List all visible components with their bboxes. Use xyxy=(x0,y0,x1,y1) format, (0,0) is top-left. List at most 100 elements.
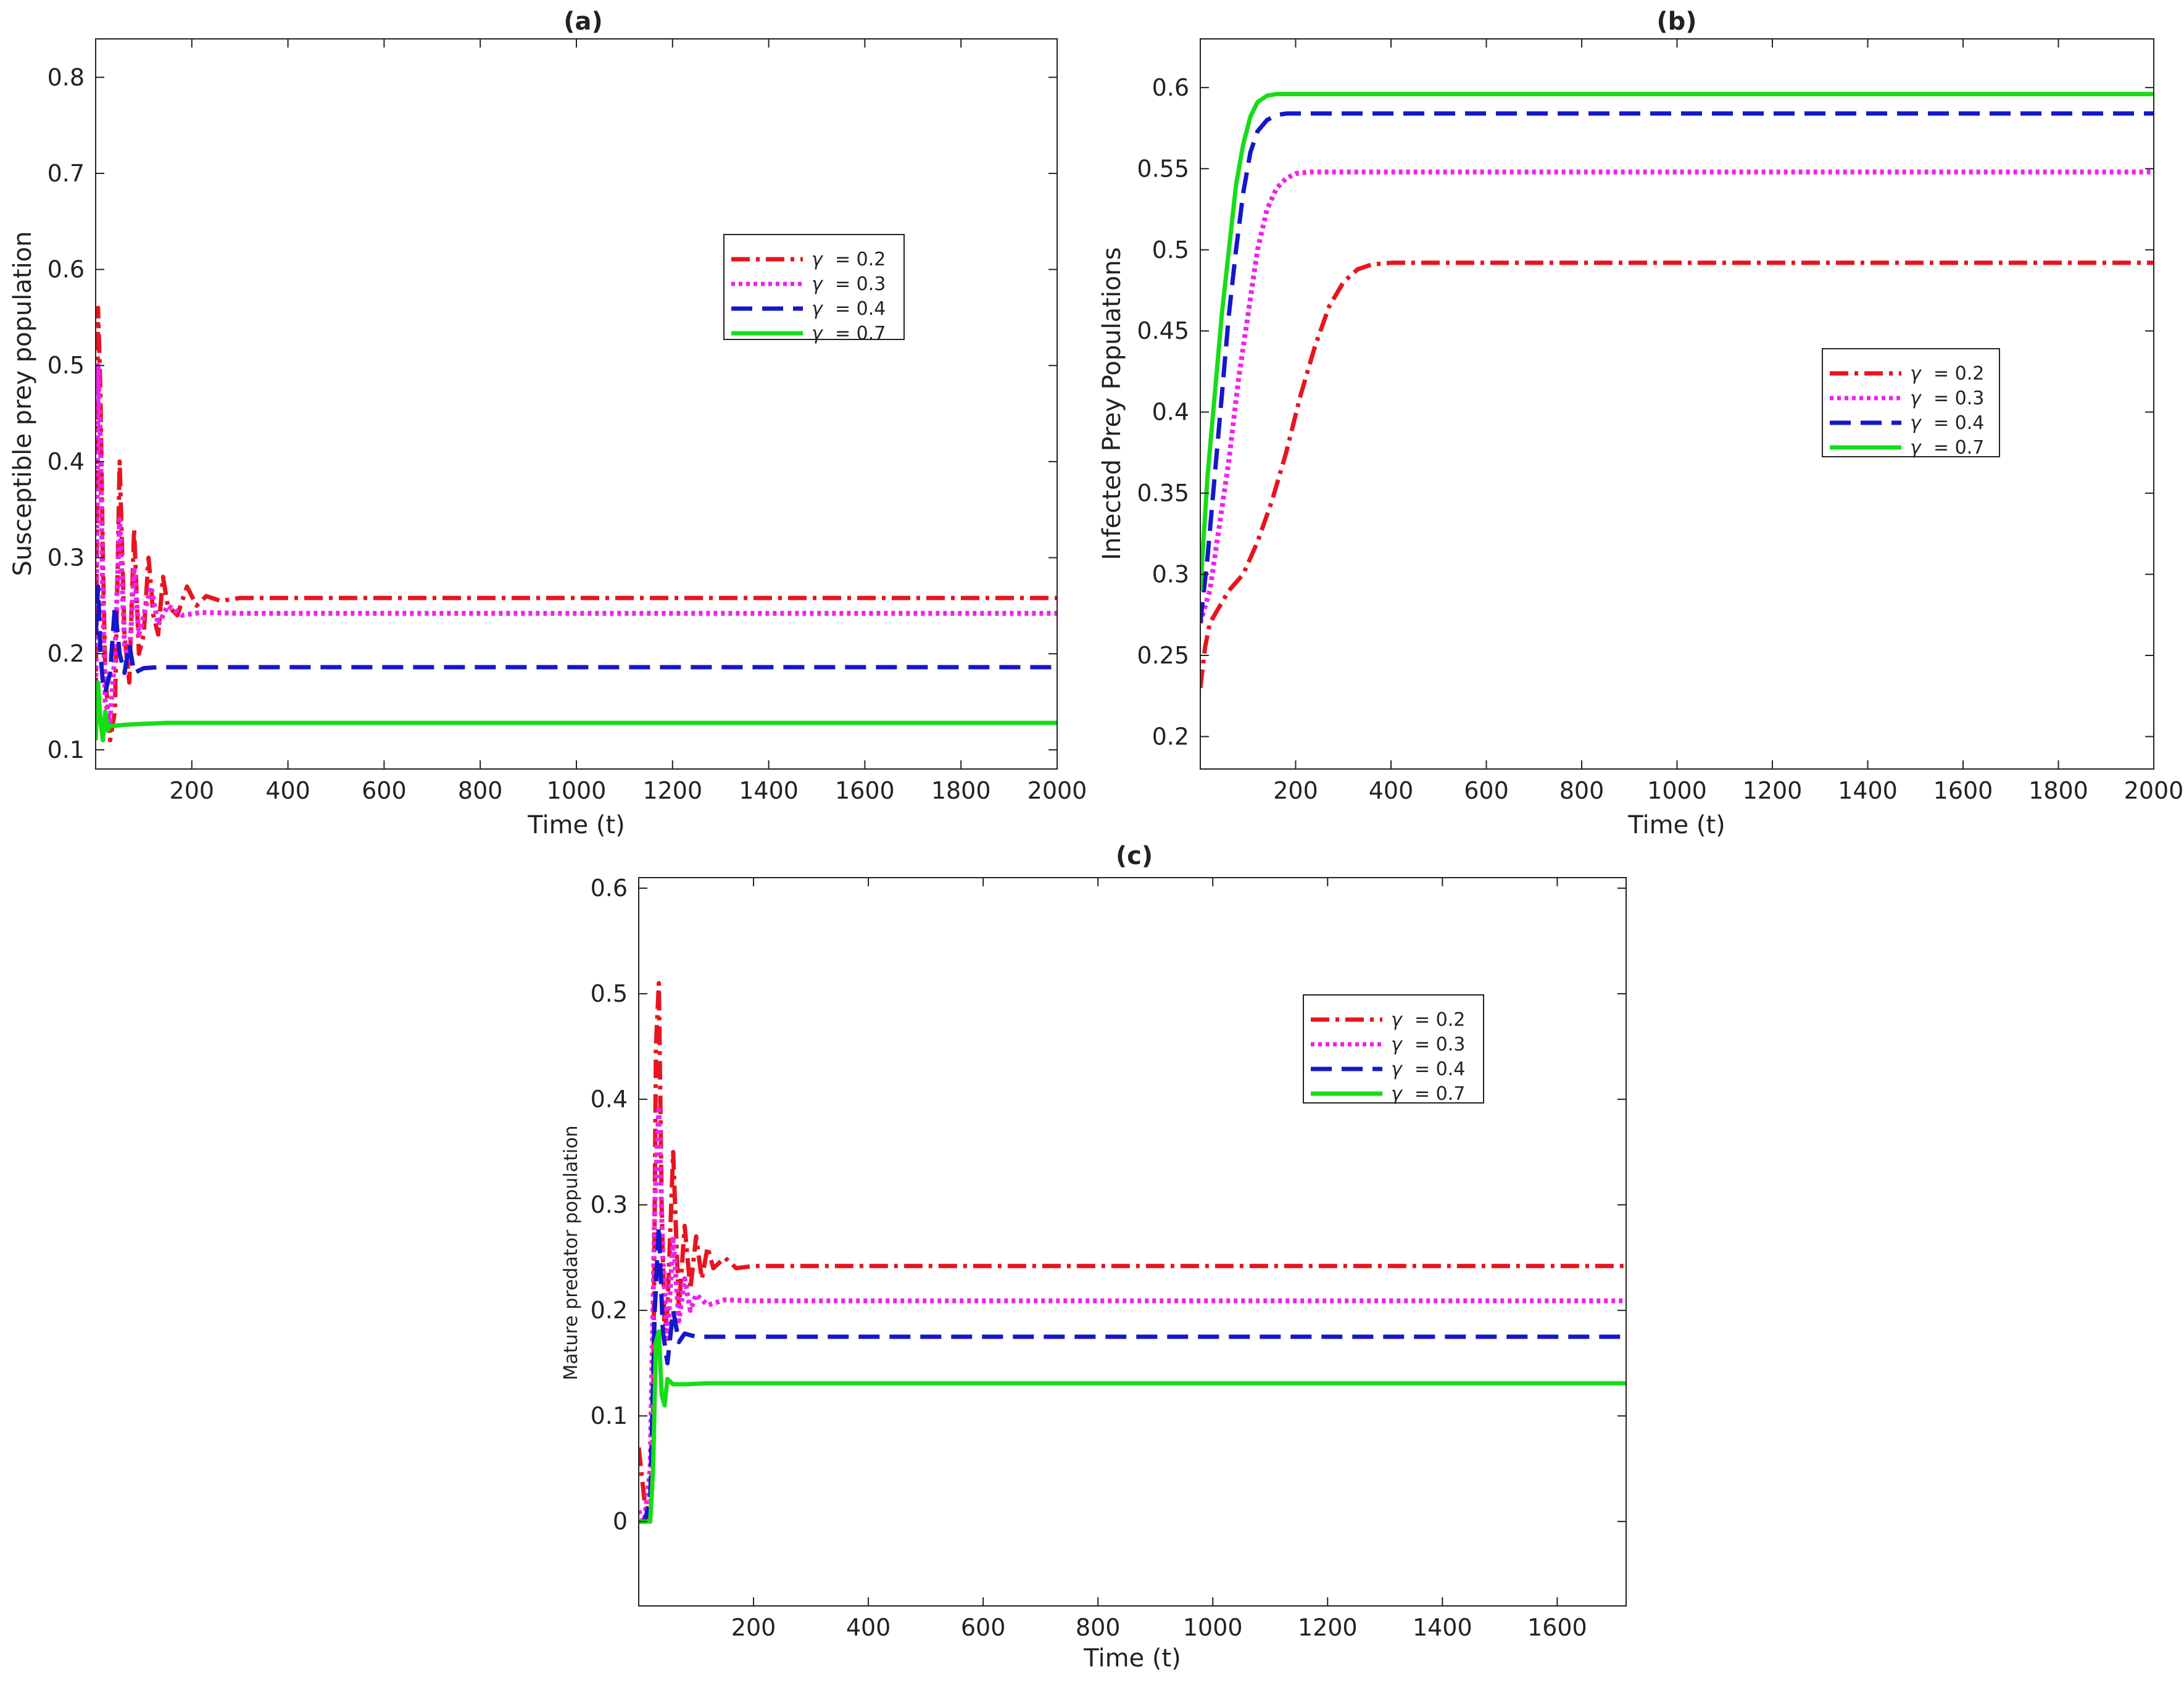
x-tick-label: 1400 xyxy=(1838,777,1898,804)
y-tick-label: 0.2 xyxy=(591,1297,628,1324)
legend-symbol: γ xyxy=(1910,412,1922,434)
x-tick-label: 1200 xyxy=(642,777,702,804)
panel-b-ylabel: Infected Prey Populations xyxy=(1098,247,1126,560)
panel-b-xlabel: Time (t) xyxy=(1627,811,1725,839)
y-tick-label: 0.3 xyxy=(48,544,85,572)
series-line-dashed xyxy=(639,1223,1626,1524)
panel-a-ylabel: Susceptible prey population xyxy=(9,231,37,576)
panel-c-plot-area xyxy=(638,877,1627,1607)
x-tick-label: 1200 xyxy=(1298,1614,1358,1641)
legend-label: = 0.2 xyxy=(1414,1009,1465,1031)
panel-a-xlabel: Time (t) xyxy=(527,811,625,839)
x-tick-label: 1800 xyxy=(2028,777,2088,804)
legend-box xyxy=(1303,994,1484,1104)
y-tick-label: 0.35 xyxy=(1137,480,1189,507)
y-tick-label: 0.4 xyxy=(48,448,85,475)
series-line-solid xyxy=(639,1329,1626,1524)
x-tick-label: 200 xyxy=(1273,777,1318,804)
y-tick-label: 0.4 xyxy=(1152,399,1189,426)
y-tick-label: 0.5 xyxy=(48,352,85,379)
legend-box xyxy=(723,234,905,340)
y-tick-label: 0.3 xyxy=(591,1191,628,1218)
y-tick-label: 0.3 xyxy=(1152,561,1189,588)
series-line-dashdot xyxy=(1201,260,2153,689)
y-tick-label: 0.1 xyxy=(48,736,85,763)
x-tick-label: 1200 xyxy=(1743,777,1803,804)
legend-box xyxy=(1822,348,2000,457)
legend-symbol: γ xyxy=(812,249,824,270)
x-tick-label: 600 xyxy=(362,777,407,804)
x-tick-label: 800 xyxy=(458,777,503,804)
legend-label: = 0.7 xyxy=(835,323,886,344)
panel-b-legend: γ = 0.2 γ = 0.3 γ = 0.4 γ = 0.7 xyxy=(1822,348,2000,459)
x-tick-label: 1400 xyxy=(739,777,799,804)
y-tick-label: 0.25 xyxy=(1137,642,1189,669)
legend-symbol: γ xyxy=(812,323,824,344)
series-line-dotted xyxy=(639,1107,1626,1524)
y-tick-label: 0.6 xyxy=(48,256,85,283)
legend-label: = 0.7 xyxy=(1933,437,1984,459)
x-tick-label: 1600 xyxy=(835,777,895,804)
legend-label: = 0.3 xyxy=(1933,388,1984,409)
x-tick-label: 1000 xyxy=(1183,1614,1243,1641)
panel-c-ylabel: Mature predator population xyxy=(560,1126,582,1381)
x-tick-label: 1000 xyxy=(547,777,607,804)
legend-symbol: γ xyxy=(1910,363,1922,385)
panel-c-legend: γ = 0.2 γ = 0.3 γ = 0.4 γ = 0.7 xyxy=(1303,994,1484,1105)
x-tick-label: 1000 xyxy=(1647,777,1707,804)
series-line-dotted xyxy=(96,363,1057,724)
y-tick-label: 0 xyxy=(613,1508,628,1535)
panel-a-legend: γ = 0.2 γ = 0.3 γ = 0.4 γ = 0.7 xyxy=(723,234,905,344)
x-tick-label: 400 xyxy=(1369,777,1414,804)
x-tick-label: 1600 xyxy=(1933,777,1993,804)
x-tick-label: 1800 xyxy=(931,777,991,804)
legend-label: = 0.4 xyxy=(1414,1058,1465,1080)
legend-symbol: γ xyxy=(1391,1058,1403,1080)
y-tick-label: 0.4 xyxy=(591,1086,628,1113)
legend-symbol: γ xyxy=(1391,1009,1403,1031)
legend-label: = 0.4 xyxy=(835,298,886,320)
x-tick-label: 1400 xyxy=(1413,1614,1472,1641)
legend-symbol: γ xyxy=(1910,437,1922,459)
x-tick-label: 800 xyxy=(1076,1614,1121,1641)
x-tick-label: 400 xyxy=(846,1614,891,1641)
legend-label: = 0.3 xyxy=(835,273,886,295)
series-line-dashed xyxy=(1201,111,2153,623)
series-line-solid xyxy=(1201,91,2153,591)
panel-c-mature-predator: (c) 200 400 600 800 1000 1200 1400 1600 0 0.1 0.2 0… xyxy=(560,842,1627,1673)
legend-label: = 0.2 xyxy=(1933,363,1984,385)
panel-a-susceptible-prey: (a) 200 400 600 800 1000 1200 1400 1600 1800 2000… xyxy=(9,7,1087,839)
y-tick-label: 0.2 xyxy=(1152,723,1189,750)
y-tick-label: 0.6 xyxy=(1152,74,1189,101)
panel-b-plot-area xyxy=(1200,38,2154,770)
x-tick-label: 200 xyxy=(170,777,215,804)
x-tick-label: 200 xyxy=(731,1614,776,1641)
panel-a-plot-area xyxy=(95,38,1058,770)
y-tick-label: 0.6 xyxy=(591,875,628,902)
y-tick-label: 0.2 xyxy=(48,640,85,667)
y-tick-label: 0.5 xyxy=(1152,236,1189,264)
legend-label: = 0.3 xyxy=(1414,1034,1465,1055)
legend-symbol: γ xyxy=(1391,1034,1403,1055)
series-line-solid xyxy=(96,680,1057,742)
x-tick-label: 600 xyxy=(1464,777,1509,804)
y-tick-label: 0.7 xyxy=(48,160,85,187)
y-tick-label: 0.1 xyxy=(591,1402,628,1429)
x-tick-label: 2000 xyxy=(2124,777,2184,804)
x-tick-label: 400 xyxy=(265,777,310,804)
panel-c-xlabel: Time (t) xyxy=(1083,1644,1181,1673)
legend-symbol: γ xyxy=(1391,1083,1403,1105)
legend-label: = 0.4 xyxy=(1933,412,1984,434)
panel-a-title: (a) xyxy=(563,7,603,36)
legend-symbol: γ xyxy=(812,298,824,320)
legend-symbol: γ xyxy=(1910,388,1922,409)
series-line-dotted xyxy=(1201,169,2153,624)
panel-b-title: (b) xyxy=(1656,7,1696,36)
y-tick-label: 0.5 xyxy=(591,980,628,1007)
x-tick-label: 600 xyxy=(961,1614,1006,1641)
panel-c-title: (c) xyxy=(1116,842,1153,870)
x-tick-label: 1600 xyxy=(1527,1614,1587,1641)
y-tick-label: 0.55 xyxy=(1137,155,1189,182)
y-tick-label: 0.8 xyxy=(48,64,85,91)
legend-label: = 0.7 xyxy=(1414,1083,1465,1105)
